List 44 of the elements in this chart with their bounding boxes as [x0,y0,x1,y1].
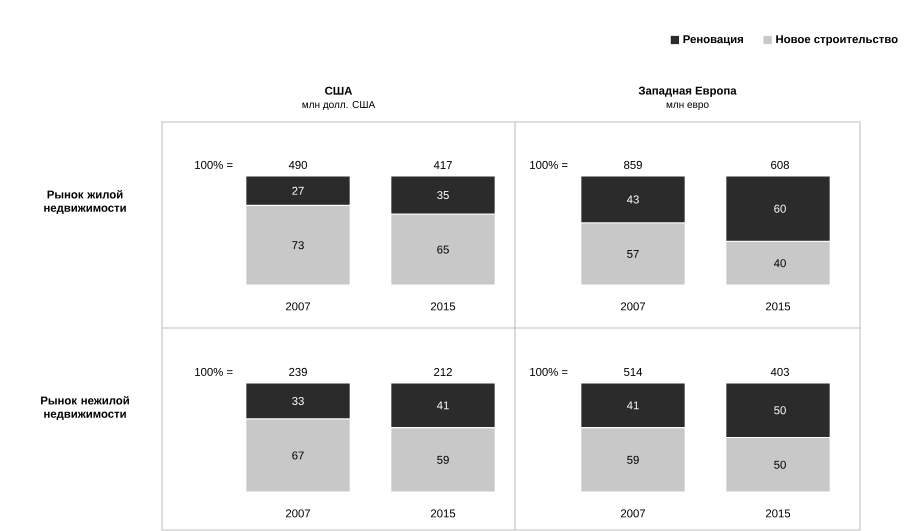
text: 514 [624,368,642,376]
data-label: 65 [437,246,449,254]
y-axis-title: Рынок нежилой недвижимости [41,396,129,420]
text: 403 [770,368,789,376]
data-label: 50 [774,406,786,414]
data-label: 35 [437,191,449,200]
data-label: 41 [436,401,449,410]
data-label: 27 [292,186,304,195]
text: 100% = [530,368,568,376]
x-tick-label: 2007 [286,302,310,310]
data-label: 67 [292,451,304,460]
chart-subtitle: млн евро [666,102,709,110]
text: 417 [434,161,452,169]
data-label: 73 [292,241,304,250]
x-tick-label: 2015 [766,302,790,310]
data-label: 41 [626,401,639,410]
chart-subtitle: млн долл. США [302,100,376,110]
data-label: 40 [774,259,786,268]
x-tick-label: 2007 [620,302,646,310]
text: 608 [771,160,789,169]
data-label: 57 [627,250,639,258]
x-tick-label: 2015 [430,302,456,310]
text: 100% = [195,368,232,376]
x-tick-label: 2007 [286,509,310,518]
y-axis-title: Рынок жилой недвижимости [44,190,126,214]
text: 100% = [530,160,568,169]
data-label: 50 [774,460,786,469]
data-label: 59 [437,456,449,464]
data-label: 60 [774,204,786,213]
data-label: 59 [627,456,639,464]
text: 100% = [195,160,232,169]
text: 859 [624,160,642,169]
legend-label: Новое строительство [776,35,898,46]
x-tick-label: 2015 [766,509,790,518]
text: 212 [434,368,452,376]
data-label: 43 [626,195,639,204]
text: 239 [289,368,307,376]
data-label: 33 [292,396,304,405]
chart-title: США [325,86,352,95]
text: 490 [288,160,308,169]
chart-title: Западная Европа [638,86,737,97]
legend-label: Реновация [684,35,743,46]
x-tick-label: 2007 [620,509,646,518]
x-tick-label: 2015 [430,509,456,518]
